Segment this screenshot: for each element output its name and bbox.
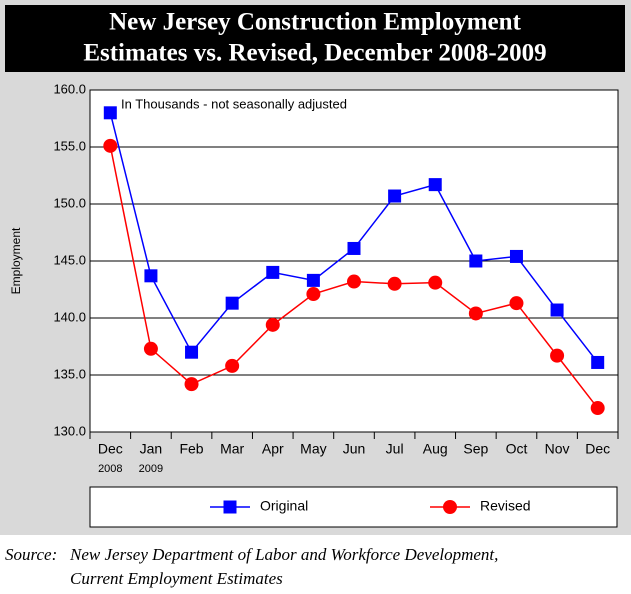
legend-label: Revised [480, 498, 531, 514]
annotation: In Thousands - not seasonally adjusted [121, 96, 347, 111]
x-tick-label: Jul [386, 441, 404, 457]
marker [443, 500, 457, 514]
x-tick-label: Jan [140, 441, 163, 457]
x-tick-label: Jun [343, 441, 366, 457]
y-tick-label: 140.0 [53, 309, 86, 324]
marker [225, 358, 240, 373]
marker [550, 348, 565, 363]
source-text: Current Employment Estimates [70, 569, 283, 588]
marker [223, 500, 237, 514]
marker [469, 254, 483, 268]
marker [143, 341, 158, 356]
x-tick-sublabel: 2009 [139, 463, 163, 475]
marker [306, 287, 321, 302]
x-tick-label: Nov [545, 441, 570, 457]
marker [509, 249, 523, 263]
marker [306, 273, 320, 287]
marker [428, 178, 442, 192]
marker [225, 296, 239, 310]
x-tick-label: Mar [220, 441, 244, 457]
marker [590, 401, 605, 416]
x-tick-sublabel: 2008 [98, 463, 122, 475]
x-tick-label: Apr [262, 441, 284, 457]
marker [184, 377, 199, 392]
marker [428, 275, 443, 290]
y-tick-label: 160.0 [53, 81, 86, 96]
x-tick-label: Sep [463, 441, 488, 457]
marker [347, 241, 361, 255]
source-text: New Jersey Department of Labor and Workf… [69, 545, 498, 564]
marker [388, 189, 402, 203]
marker [103, 138, 118, 153]
y-tick-label: 155.0 [53, 138, 86, 153]
marker [550, 303, 564, 317]
x-tick-label: Dec [585, 441, 610, 457]
marker [266, 265, 280, 279]
marker [347, 274, 361, 289]
x-tick-label: Feb [179, 441, 203, 457]
x-tick-label: Dec [98, 441, 123, 457]
chart-title: New Jersey Construction Employment [109, 9, 521, 36]
marker [387, 276, 402, 291]
source-label: Source: [5, 545, 57, 564]
marker [185, 345, 199, 359]
marker [265, 317, 280, 332]
x-tick-label: Aug [423, 441, 448, 457]
y-tick-label: 130.0 [53, 423, 86, 438]
y-tick-label: 145.0 [53, 252, 86, 267]
marker [103, 106, 117, 120]
x-tick-label: Oct [506, 441, 528, 457]
chart-title: Estimates vs. Revised, December 2008-200… [83, 40, 546, 67]
marker [144, 269, 158, 283]
marker [509, 296, 524, 311]
x-tick-label: May [300, 441, 326, 457]
title-box [5, 5, 625, 72]
marker [591, 355, 605, 369]
marker [468, 306, 483, 321]
y-axis-label: Employment [9, 227, 23, 294]
legend-label: Original [260, 498, 308, 514]
legend [89, 486, 618, 528]
y-tick-label: 150.0 [53, 195, 86, 210]
y-tick-label: 135.0 [53, 366, 86, 381]
